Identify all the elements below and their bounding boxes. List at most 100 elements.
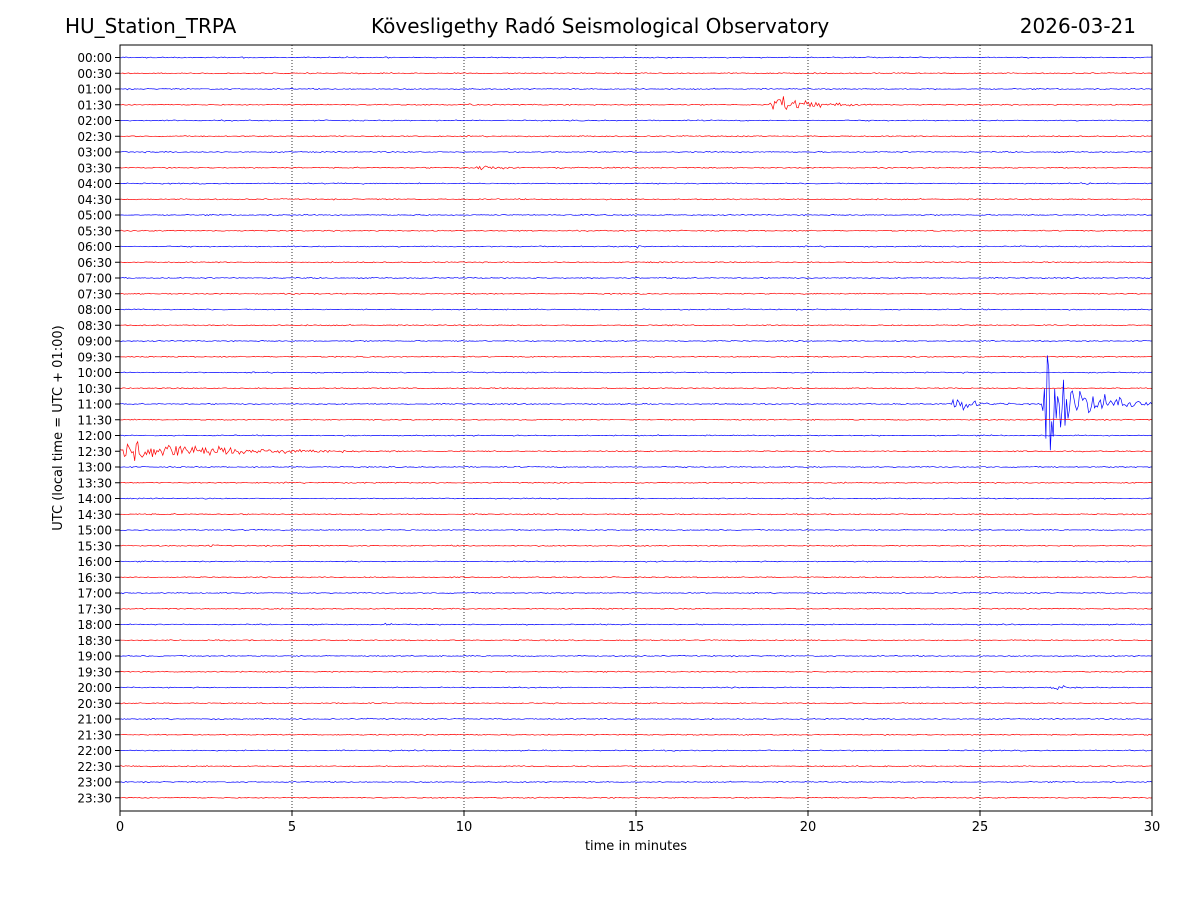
x-tick-label: 5 [288,820,296,835]
trace-row [120,355,1152,451]
trace-row [120,261,1152,264]
trace-row [120,119,1152,122]
y-tick-label: 05:30 [77,224,112,238]
trace-row [120,513,1152,516]
trace-row [120,749,1152,752]
trace-row [120,796,1152,799]
y-tick-label: 16:30 [77,571,112,585]
trace-row [120,528,1152,532]
x-tick-label: 0 [116,820,124,835]
y-tick-label: 04:30 [77,193,112,207]
trace-row [120,197,1152,201]
trace-row [120,780,1152,784]
y-tick-label: 23:00 [77,776,112,790]
y-tick-label: 22:00 [77,744,112,758]
trace-row [120,717,1152,721]
y-tick-label: 04:00 [77,177,112,191]
y-tick-label: 06:00 [77,240,112,254]
trace-row [120,434,1152,437]
grid-lines [291,45,981,811]
y-tick-label: 05:00 [77,209,112,223]
trace-row [120,591,1152,595]
plot-frame [119,44,1153,812]
y-tick-label: 19:30 [77,665,112,679]
trace-row [120,765,1152,768]
y-tick-label: 21:30 [77,728,112,742]
y-tick-label: 20:30 [77,697,112,711]
y-tick-label: 18:30 [77,634,112,648]
x-axis: 0 5 10 15 20 25 30 [116,811,1160,835]
y-tick-label: 07:30 [77,287,112,301]
trace-row [120,276,1152,280]
y-tick-label: 03:30 [77,161,112,175]
y-tick-label: 08:30 [77,319,112,333]
trace-row [120,87,1152,91]
trace-row [120,670,1152,673]
y-tick-label: 10:00 [77,366,112,380]
y-tick-label: 19:00 [77,650,112,664]
y-tick-label: 14:00 [77,492,112,506]
y-tick-label: 17:00 [77,587,112,601]
trace-row [120,371,1152,374]
trace-row [120,639,1152,642]
y-tick-label: 14:30 [77,508,112,522]
y-tick-label: 11:00 [77,398,112,412]
x-tick-label: 25 [972,820,989,835]
y-tick-label: 01:00 [77,83,112,97]
x-tick-label: 20 [800,820,817,835]
y-tick-label: 22:30 [77,760,112,774]
trace-row [120,355,1152,358]
x-tick-label: 10 [456,820,473,835]
trace-row [120,544,1152,547]
trace-row [120,96,1152,111]
y-tick-label: 13:00 [77,461,112,475]
trace-row [120,229,1152,232]
y-tick-label: 02:00 [77,114,112,128]
y-tick-label: 02:30 [77,130,112,144]
y-tick-label: 00:00 [77,51,112,65]
trace-row [120,308,1152,311]
trace-row [120,733,1152,736]
chart-title: Kövesligethy Radó Seismological Observat… [371,14,830,38]
trace-row [120,339,1152,343]
trace-row [120,323,1152,327]
y-tick-label: 10:30 [77,382,112,396]
x-tick-label: 15 [628,820,645,835]
y-tick-label: 11:30 [77,413,112,427]
trace-row [120,654,1152,658]
y-tick-label: 21:00 [77,713,112,727]
y-tick-label: 15:00 [77,524,112,538]
y-tick-label: 23:30 [77,791,112,805]
date-label: 2026-03-21 [1019,14,1136,38]
y-tick-label: 15:30 [77,539,112,553]
trace-row [120,165,1152,171]
y-tick-label: 03:00 [77,146,112,160]
y-tick-label: 08:00 [77,303,112,317]
trace-row [120,245,1152,249]
trace-row [120,418,1152,421]
trace-row [120,150,1152,154]
y-tick-label: 17:30 [77,602,112,616]
x-axis-label: time in minutes [585,839,687,854]
y-tick-label: 16:00 [77,555,112,569]
trace-row [120,292,1152,295]
y-tick-label: 20:00 [77,681,112,695]
y-tick-label: 12:30 [77,445,112,459]
y-tick-label: 12:00 [77,429,112,443]
y-tick-label: 00:30 [77,67,112,81]
trace-row [120,497,1152,500]
trace-row [120,440,1152,461]
y-tick-label: 09:30 [77,350,112,364]
trace-row [120,135,1152,138]
trace-row [120,182,1152,185]
y-tick-label: 13:30 [77,476,112,490]
y-tick-label: 06:30 [77,256,112,270]
trace-row [120,576,1152,579]
y-tick-label: 07:00 [77,272,112,286]
x-tick-label: 30 [1144,820,1161,835]
y-tick-label: 09:00 [77,335,112,349]
y-tick-label: 01:30 [77,98,112,112]
y-tick-label: 18:00 [77,618,112,632]
